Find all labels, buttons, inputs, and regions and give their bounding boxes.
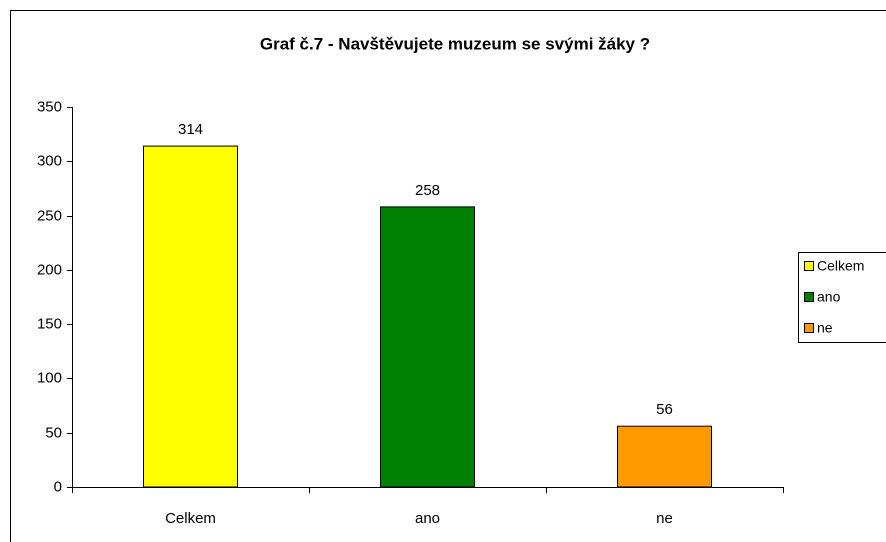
bar — [617, 425, 712, 488]
legend-label: Celkem — [817, 258, 864, 274]
y-tick-label: 50 — [45, 424, 62, 441]
bar — [380, 206, 475, 488]
chart-title: Graf č.7 - Navštěvujete muzeum se svými … — [260, 34, 650, 53]
x-tick-label: ne — [656, 510, 673, 527]
y-tick-label: 150 — [37, 315, 62, 332]
legend-swatch — [804, 261, 814, 271]
legend-swatch — [804, 323, 814, 333]
y-tick-label: 350 — [37, 98, 62, 115]
data-label: 314 — [178, 121, 203, 138]
data-label: 56 — [656, 401, 673, 418]
y-tick-label: 250 — [37, 207, 62, 224]
bar — [143, 145, 238, 488]
legend-swatch — [804, 292, 814, 302]
y-tick-label: 300 — [37, 152, 62, 169]
y-tick-label: 100 — [37, 369, 62, 386]
y-tick-label: 200 — [37, 261, 62, 278]
x-tick-label: Celkem — [165, 510, 216, 527]
data-label: 258 — [415, 182, 440, 199]
legend-label: ne — [817, 320, 833, 336]
x-tick-label: ano — [415, 510, 440, 527]
legend-label: ano — [817, 289, 841, 305]
y-tick-label: 0 — [54, 478, 62, 495]
